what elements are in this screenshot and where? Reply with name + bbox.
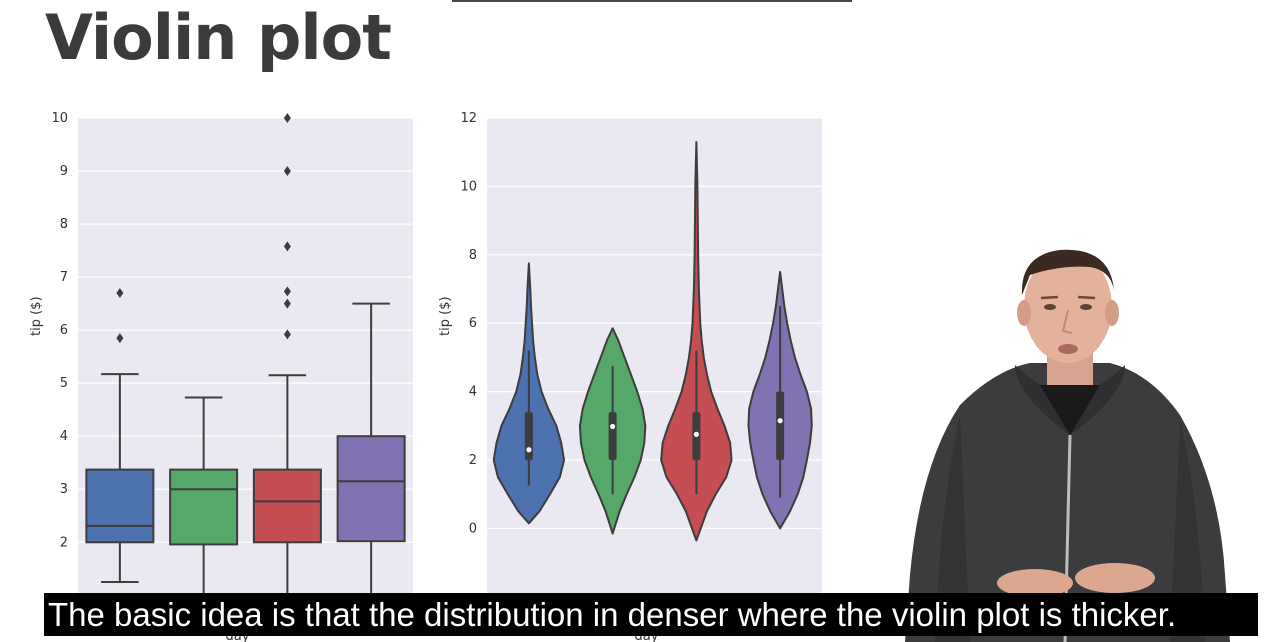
box-rect — [336, 435, 406, 543]
outlier-point — [283, 166, 291, 177]
box-rect — [169, 468, 239, 546]
y-tick-label: 8 — [469, 248, 477, 263]
violin-median-dot — [526, 447, 532, 453]
outlier-point — [283, 286, 291, 297]
outlier-point — [116, 288, 124, 299]
y-tick-label: 3 — [60, 482, 68, 497]
violin-iqr-box — [608, 412, 617, 461]
top-divider-line — [452, 0, 852, 2]
y-tick-label: 12 — [460, 111, 477, 126]
y-tick-label: 6 — [469, 316, 477, 331]
y-tick-label: 6 — [60, 323, 68, 338]
violin-median-dot — [610, 423, 616, 430]
outlier-point — [283, 113, 291, 123]
y-tick-label: 9 — [60, 164, 68, 179]
outlier-point — [283, 329, 291, 340]
violin-median-dot — [693, 431, 699, 437]
violin-body — [660, 140, 733, 542]
y-tick-label: 4 — [469, 385, 477, 400]
violin-median-dot — [777, 418, 783, 424]
y-axis-label: tip ($) — [438, 296, 453, 336]
y-tick-label: 8 — [60, 217, 68, 232]
presenter-figure — [905, 249, 1230, 642]
y-tick-label: 10 — [460, 179, 477, 194]
slide-title: Violin plot — [45, 1, 392, 74]
y-tick-label: 5 — [60, 376, 68, 391]
y-tick-label: 0 — [469, 521, 477, 536]
violin-iqr-box — [524, 412, 533, 461]
y-tick-label: 4 — [60, 429, 68, 444]
y-tick-label: 7 — [60, 270, 68, 285]
y-tick-label: 2 — [469, 453, 477, 468]
subtitle-caption: The basic idea is that the distribution … — [44, 593, 1258, 636]
y-axis-label: tip ($) — [29, 296, 44, 336]
violin-iqr-box — [776, 391, 785, 461]
outlier-point — [116, 333, 124, 344]
y-tick-label: 10 — [51, 111, 68, 126]
outlier-point — [283, 298, 291, 309]
outlier-point — [283, 241, 291, 252]
presenter-video — [900, 245, 1240, 642]
box-rect — [252, 468, 322, 544]
box-rect — [85, 468, 155, 544]
y-tick-label: 2 — [60, 535, 68, 550]
